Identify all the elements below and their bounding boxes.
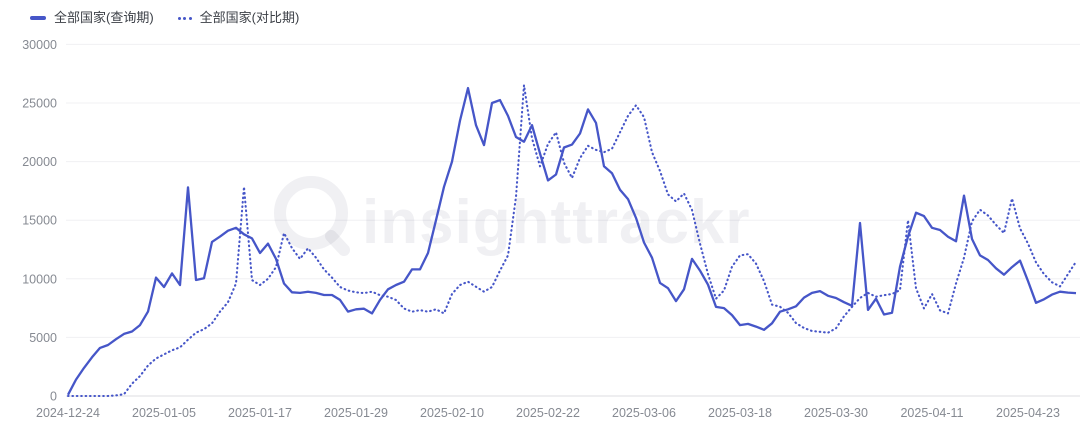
y-tick-label: 5000 [29,331,57,345]
chart-legend: 全部国家(查询期) 全部国家(对比期) [30,10,299,26]
y-tick-label: 30000 [22,38,57,52]
x-tick-label: 2025-03-06 [612,406,676,420]
legend-label: 全部国家(对比期) [199,10,300,25]
y-tick-label: 0 [50,390,57,404]
x-tick-label: 2025-01-05 [132,406,196,420]
series-line-compare-period[interactable] [66,84,1078,398]
x-tick-label: 2025-03-30 [804,406,868,420]
x-tick-label: 2025-03-18 [708,406,772,420]
watermark: insighttrackr [274,176,751,257]
watermark-text: insighttrackr [362,188,751,257]
legend-item-compare-period[interactable]: 全部国家(对比期) [177,10,300,26]
x-tick-label: 2025-01-29 [324,406,388,420]
series-line-query-period[interactable] [66,86,1077,396]
x-tick-label: 2025-04-11 [900,406,963,420]
y-tick-label: 15000 [22,214,57,228]
legend-item-query-period[interactable]: 全部国家(查询期) [30,10,154,26]
x-tick-label: 2025-04-23 [996,406,1060,420]
y-tick-label: 25000 [22,97,57,111]
legend-label: 全部国家(查询期) [54,10,154,25]
x-tick-label: 2025-01-17 [228,406,292,420]
x-tick-label: 2025-02-22 [516,406,580,420]
y-tick-label: 10000 [22,272,57,286]
dotted-line-swatch [177,16,192,20]
x-tick-label: 2025-02-10 [420,406,484,420]
solid-line-swatch [30,16,46,20]
x-tick-label: 2024-12-24 [36,406,100,420]
y-tick-label: 20000 [22,155,57,169]
